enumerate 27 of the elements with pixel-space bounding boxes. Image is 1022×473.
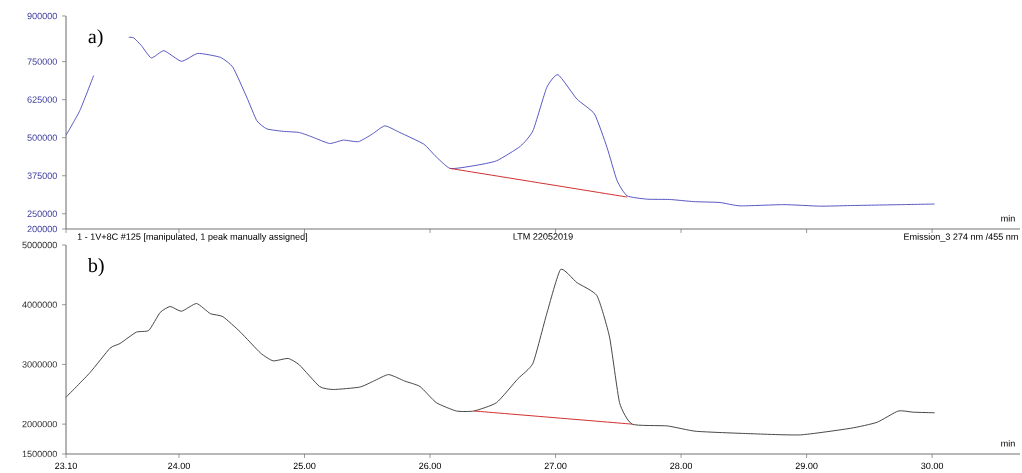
x-tick-label: 26.00	[419, 462, 442, 470]
y-tick-label: 200000	[27, 225, 57, 233]
y-tick-label: 1500000	[22, 450, 57, 458]
text: LTM 22052019	[513, 233, 573, 240]
text: Emission_3 274 nm /455 nm	[904, 233, 1018, 242]
x-axis-title: min	[1001, 440, 1015, 447]
x-tick-label: 29.00	[795, 462, 818, 470]
x-tick-label: 23.10	[55, 462, 77, 470]
y-tick-label: 375000	[27, 172, 57, 179]
y-tick-label: 3000000	[22, 361, 57, 368]
x-tick-label: 25.00	[293, 462, 316, 470]
y-tick-label: 900000	[27, 12, 57, 20]
y-tick-label: 625000	[27, 96, 57, 103]
y-tick-label: 2000000	[22, 420, 57, 428]
x-tick-label: 27.00	[544, 462, 567, 470]
y-tick-label: 500000	[27, 134, 57, 141]
x-axis-title: min	[1001, 215, 1015, 222]
annotation: b)	[87, 258, 104, 277]
y-tick-label: 750000	[27, 58, 57, 65]
text: 1 - 1V+8C #125 [manipulated, 1 peak manually assigned]	[77, 233, 308, 242]
x-tick-label: 24.00	[168, 462, 190, 470]
x-tick-label: 28.00	[670, 462, 693, 470]
y-tick-label: 5000000	[22, 241, 57, 249]
annotation: a)	[88, 29, 103, 48]
x-tick-label: 30.00	[921, 462, 944, 470]
y-tick-label: 4000000	[22, 301, 57, 308]
y-tick-label: 250000	[27, 210, 57, 217]
